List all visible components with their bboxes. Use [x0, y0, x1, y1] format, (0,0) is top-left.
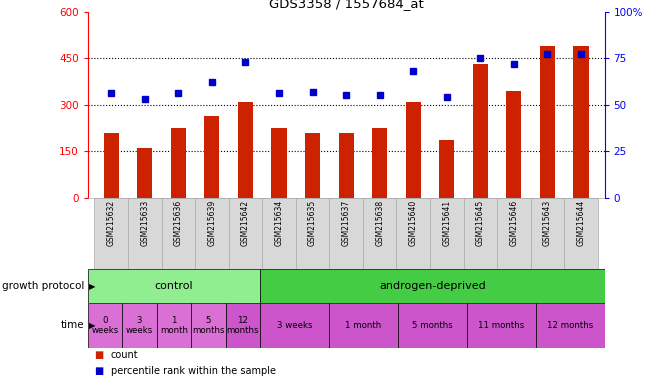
Text: GSM215635: GSM215635 — [308, 200, 317, 246]
Text: 3
weeks: 3 weeks — [126, 316, 153, 335]
Bar — [88, 269, 260, 303]
Bar — [128, 198, 162, 269]
Text: GSM215634: GSM215634 — [274, 200, 283, 246]
Bar — [473, 64, 488, 198]
Bar — [439, 140, 454, 198]
Bar — [162, 198, 195, 269]
Bar — [372, 128, 387, 198]
Text: growth protocol: growth protocol — [2, 281, 84, 291]
Bar — [226, 303, 260, 348]
Bar — [157, 303, 191, 348]
Text: time: time — [61, 320, 84, 331]
Text: GSM215644: GSM215644 — [577, 200, 586, 246]
Text: GSM215637: GSM215637 — [342, 200, 350, 246]
Bar — [171, 128, 186, 198]
Text: androgen-deprived: androgen-deprived — [379, 281, 486, 291]
Text: GSM215646: GSM215646 — [510, 200, 519, 246]
Bar — [406, 101, 421, 198]
Bar — [398, 303, 467, 348]
Bar — [191, 303, 226, 348]
Text: GSM215633: GSM215633 — [140, 200, 150, 246]
Bar — [238, 101, 253, 198]
Bar — [88, 303, 122, 348]
Bar — [296, 198, 330, 269]
Text: percentile rank within the sample: percentile rank within the sample — [111, 366, 276, 376]
Text: 1
month: 1 month — [160, 316, 188, 335]
Bar — [497, 198, 530, 269]
Text: GSM215645: GSM215645 — [476, 200, 485, 246]
Bar — [104, 132, 119, 198]
Bar — [530, 198, 564, 269]
Bar — [204, 116, 220, 198]
Text: 0
weeks: 0 weeks — [92, 316, 118, 335]
Text: ▶: ▶ — [89, 321, 96, 330]
Text: GSM215641: GSM215641 — [442, 200, 451, 246]
Bar — [363, 198, 396, 269]
Text: ■: ■ — [94, 350, 103, 360]
Bar — [260, 269, 604, 303]
Text: 11 months: 11 months — [478, 321, 525, 330]
Text: GSM215639: GSM215639 — [207, 200, 216, 246]
Bar — [262, 198, 296, 269]
Text: GSM215636: GSM215636 — [174, 200, 183, 246]
Text: count: count — [111, 350, 138, 360]
Bar — [329, 303, 398, 348]
Bar — [506, 91, 521, 198]
Bar — [305, 132, 320, 198]
Bar — [573, 46, 588, 198]
Text: 5 months: 5 months — [412, 321, 452, 330]
Bar — [463, 198, 497, 269]
Bar — [430, 198, 463, 269]
Bar — [467, 303, 536, 348]
Text: control: control — [155, 281, 193, 291]
Text: 12
months: 12 months — [227, 316, 259, 335]
Bar — [396, 198, 430, 269]
Text: 5
months: 5 months — [192, 316, 225, 335]
Bar — [536, 303, 605, 348]
Text: 3 weeks: 3 weeks — [277, 321, 312, 330]
Text: GSM215640: GSM215640 — [409, 200, 418, 246]
Bar — [229, 198, 262, 269]
Bar — [137, 148, 152, 198]
Text: 1 month: 1 month — [345, 321, 382, 330]
Bar — [122, 303, 157, 348]
Bar — [330, 198, 363, 269]
Bar — [272, 128, 287, 198]
Text: 12 months: 12 months — [547, 321, 593, 330]
Text: GSM215638: GSM215638 — [375, 200, 384, 246]
Bar — [564, 198, 598, 269]
Text: GSM215643: GSM215643 — [543, 200, 552, 246]
Bar — [94, 198, 128, 269]
Bar — [339, 132, 354, 198]
Text: GSM215632: GSM215632 — [107, 200, 116, 246]
Title: GDS3358 / 1557684_at: GDS3358 / 1557684_at — [268, 0, 424, 10]
Bar — [195, 198, 229, 269]
Text: ▶: ▶ — [89, 281, 96, 291]
Bar — [260, 303, 329, 348]
Bar — [540, 46, 555, 198]
Text: ■: ■ — [94, 366, 103, 376]
Text: GSM215642: GSM215642 — [241, 200, 250, 246]
